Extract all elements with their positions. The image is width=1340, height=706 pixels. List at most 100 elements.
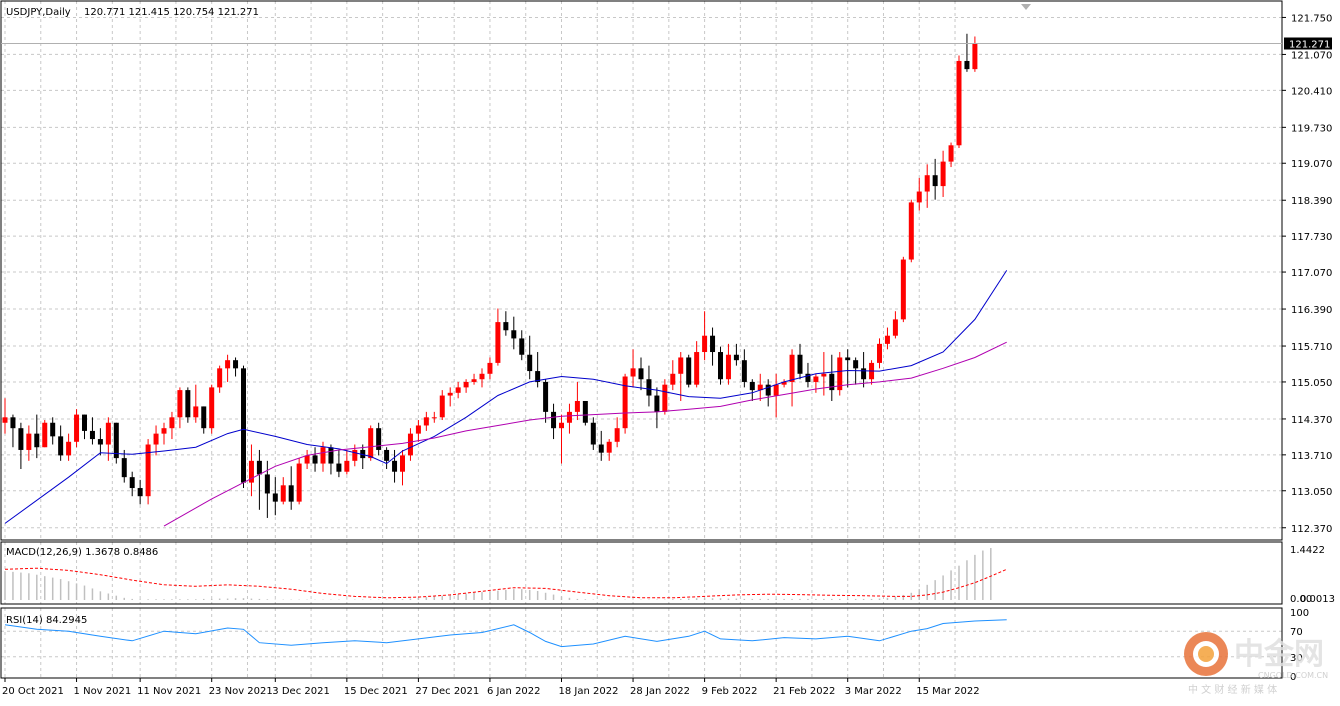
price-tick-label: 115.050: [1291, 378, 1332, 389]
candle-bull: [630, 368, 636, 377]
price-tick-label: 121.070: [1291, 50, 1332, 61]
macd-pane-frame: [0, 541, 1283, 605]
candle-bear: [845, 357, 851, 361]
candle-bull: [352, 449, 358, 461]
rsi-label: RSI(14) 84.2945: [6, 615, 87, 626]
watermark: 中金网 CNGOLD.COM.CN 中 文 财 经 新 媒 体: [1184, 632, 1328, 696]
candle-bull: [940, 161, 946, 187]
candle-bull: [320, 447, 326, 464]
candle-bear: [733, 354, 739, 361]
candle-bull: [407, 433, 413, 456]
candle-bull: [304, 455, 310, 464]
ma-slow-line: [163, 341, 1007, 527]
price-tick-label: 116.390: [1291, 305, 1332, 316]
rsi-axis: 100 70 30 0: [1290, 608, 1309, 683]
candle-bull: [193, 406, 199, 418]
candle-bull: [296, 463, 302, 502]
candle-bull: [900, 259, 906, 320]
candle-bear: [932, 175, 938, 187]
candle-bear: [113, 422, 119, 459]
candle-bear: [10, 417, 16, 429]
ma-fast-line: [4, 270, 1008, 524]
candle-bull: [225, 360, 231, 369]
candle-bull: [821, 373, 827, 377]
watermark-subtitle: 中 文 财 经 新 媒 体: [1188, 683, 1277, 696]
candle-bear: [288, 485, 294, 502]
candle-bull: [415, 425, 421, 434]
candle-bull: [217, 368, 223, 388]
time-tick-label: 20 Oct 2021: [2, 686, 64, 697]
candle-bull: [956, 60, 962, 146]
candle-bear: [376, 428, 382, 450]
candle-bear: [710, 335, 716, 353]
candle-bear: [89, 430, 95, 440]
candle-bull: [105, 422, 111, 445]
candle-bull: [26, 433, 32, 450]
candle-bull: [423, 417, 429, 426]
candle-bear: [805, 373, 811, 382]
candle-bear: [861, 368, 867, 380]
candle-bear: [765, 384, 771, 396]
candle-bear: [749, 381, 755, 391]
price-tick-label: 112.370: [1291, 524, 1332, 535]
candle-bull: [463, 381, 469, 388]
candle-bear: [34, 433, 40, 448]
candle-bull: [789, 354, 795, 382]
candle-bull: [892, 319, 898, 336]
price-tick-label: 117.730: [1291, 232, 1332, 243]
candle-bear: [264, 474, 270, 494]
candle-bull: [455, 387, 461, 393]
time-tick-label: 27 Dec 2021: [415, 686, 479, 697]
candle-bear: [582, 400, 588, 423]
ohlc-readout: 120.771 121.415 120.754 121.271: [84, 7, 259, 18]
candle-bull: [344, 460, 350, 472]
candle-bull: [972, 43, 978, 70]
candle-bull: [725, 354, 731, 380]
candle-bull: [662, 384, 668, 412]
price-tick-label: 118.390: [1291, 196, 1332, 207]
candle-bull: [447, 392, 453, 396]
price-tick-label: 113.710: [1291, 451, 1332, 462]
candle-bear: [535, 371, 541, 382]
time-tick-label: 18 Jan 2022: [559, 686, 619, 697]
candle-bull: [2, 417, 8, 423]
candle-bear: [392, 460, 398, 472]
candle-bull: [66, 441, 72, 456]
candles: [2, 33, 978, 518]
candle-bear: [543, 381, 549, 412]
current-price-marker: 121.271: [1, 37, 1332, 51]
candle-bear: [312, 455, 318, 464]
time-tick-label: 3 Mar 2022: [845, 686, 902, 697]
macd-bottom-tick: 0.0013: [1300, 594, 1335, 605]
price-tick-label: 113.050: [1291, 487, 1332, 498]
candle-bull: [916, 191, 922, 203]
macd-pane: [4, 548, 1007, 600]
grid: [1, 1, 1282, 678]
candle-bull: [781, 381, 787, 385]
price-tick-label: 120.410: [1291, 86, 1332, 97]
candle-bull: [487, 362, 493, 374]
shift-marker-icon[interactable]: [1021, 4, 1031, 10]
rsi-tick-label: 30: [1290, 653, 1303, 664]
candle-bull: [757, 384, 763, 391]
rsi-tick-label: 70: [1290, 627, 1303, 638]
candle-bear: [718, 352, 723, 380]
candle-bear: [18, 428, 24, 450]
candle-bull: [153, 433, 159, 445]
candle-bear: [129, 477, 135, 489]
candle-bull: [169, 417, 175, 429]
candle-bear: [598, 444, 604, 453]
price-tick-label: 119.730: [1291, 123, 1332, 134]
candle-bull: [606, 441, 612, 453]
candle-bull: [431, 417, 437, 419]
macd-top-tick: 1.4422: [1290, 545, 1325, 556]
candle-bull: [670, 373, 676, 385]
candle-bear: [121, 458, 127, 478]
candle-bull: [209, 387, 215, 429]
candle-bull: [924, 175, 930, 192]
candle-bear: [511, 330, 517, 339]
candle-bull: [74, 414, 80, 442]
candle-bear: [686, 357, 692, 385]
candle-bull: [368, 428, 374, 459]
